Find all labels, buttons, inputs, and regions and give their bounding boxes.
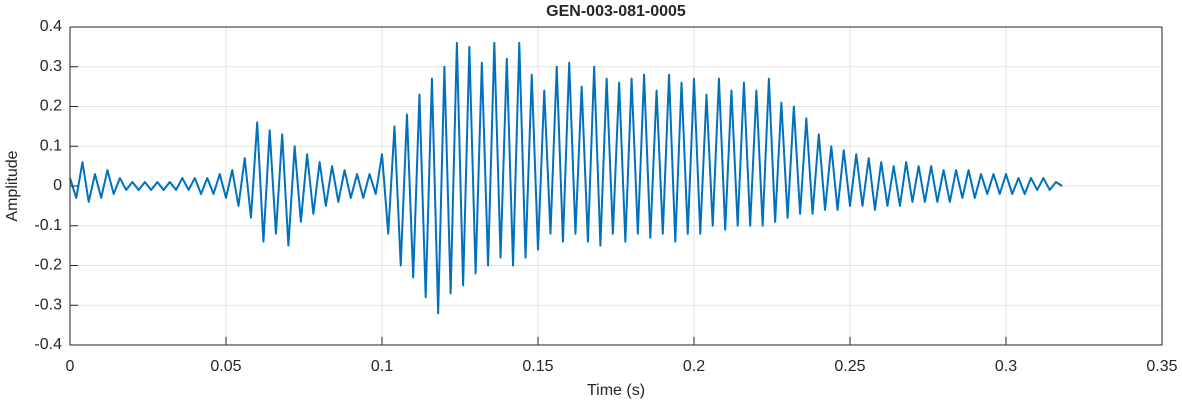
- chart-title: GEN-003-081-0005: [546, 3, 686, 20]
- y-tick-label: 0.4: [40, 18, 62, 35]
- y-tick-label: -0.1: [34, 217, 62, 234]
- x-tick-label: 0.2: [683, 358, 705, 375]
- y-axis-label: Amplitude: [4, 150, 21, 221]
- x-tick-label: 0.3: [995, 358, 1017, 375]
- x-tick-label: 0.05: [210, 358, 241, 375]
- waveform-line: [69, 41, 1063, 315]
- y-tick-label: 0: [53, 177, 62, 194]
- y-tick-label: -0.4: [34, 336, 62, 353]
- plot-area: [69, 41, 1063, 315]
- y-tick-label: 0.1: [40, 137, 62, 154]
- x-tick-label: 0: [66, 358, 75, 375]
- x-tick-label: 0.35: [1146, 358, 1177, 375]
- y-tick-label: -0.3: [34, 296, 62, 313]
- x-tick-label: 0.1: [371, 358, 393, 375]
- x-tick-label: 0.15: [522, 358, 553, 375]
- y-tick-label: -0.2: [34, 257, 62, 274]
- ticks: 0 0.05 0.1 0.15 0.2 0.25 0.3 0.35 -0.4 -0.3 -0.2 -0…: [34, 18, 1177, 375]
- x-axis-label: Time (s): [587, 382, 645, 399]
- y-tick-label: 0.3: [40, 58, 62, 75]
- x-tick-label: 0.25: [834, 358, 865, 375]
- y-tick-label: 0.2: [40, 98, 62, 115]
